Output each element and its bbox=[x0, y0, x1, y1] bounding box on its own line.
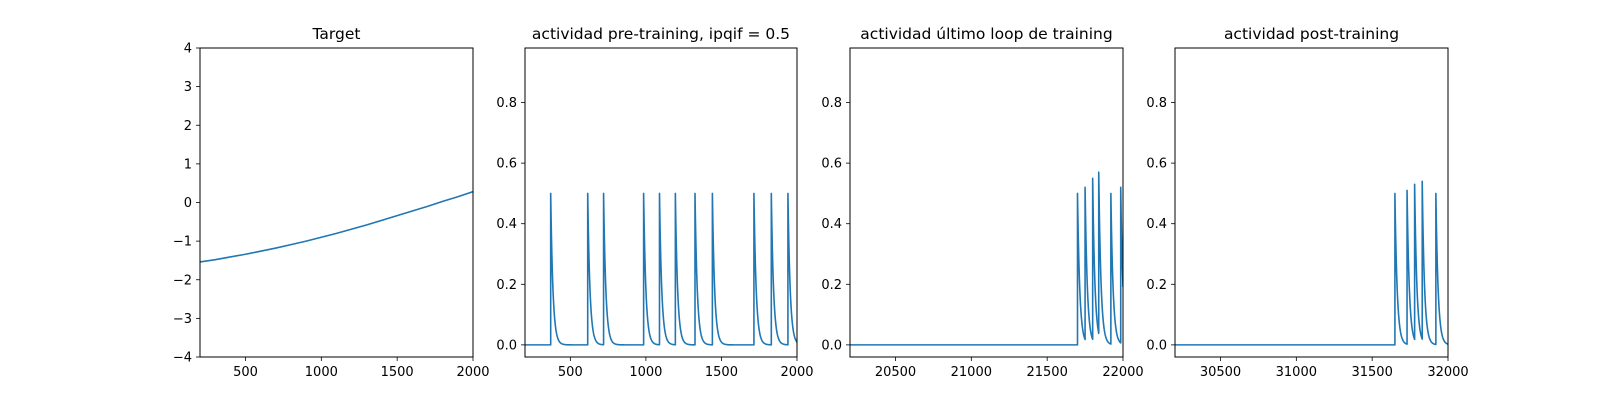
chart-title: actividad pre-training, ipqif = 0.5 bbox=[532, 25, 790, 43]
x-tick-label: 500 bbox=[233, 365, 258, 380]
x-tick-label: 1000 bbox=[629, 365, 662, 380]
y-tick-label: 4 bbox=[184, 42, 192, 57]
x-tick-label: 30500 bbox=[1200, 365, 1241, 380]
axes-frame-2 bbox=[524, 47, 798, 358]
x-tick-label: 1500 bbox=[705, 365, 738, 380]
x-tick-label: 500 bbox=[558, 365, 583, 380]
series-line-2 bbox=[525, 192, 797, 346]
subplot-1: 500 1000 1500 2000 −4 −3 −2 −1 0 1 2 3 4 Target bbox=[173, 25, 490, 380]
chart-title: Target bbox=[312, 25, 361, 43]
y-tick-label: −1 bbox=[173, 235, 192, 250]
chart-title: actividad último loop de training bbox=[860, 25, 1112, 43]
y-tick-label: 0.4 bbox=[496, 217, 517, 232]
x-tick-label: 20500 bbox=[875, 365, 916, 380]
y-tick-label: 0.0 bbox=[821, 338, 842, 353]
series-line-1 bbox=[200, 190, 473, 263]
x-tick-label: 32000 bbox=[1427, 365, 1468, 380]
y-tick-label: 0.2 bbox=[1146, 278, 1167, 293]
chart-title: actividad post-training bbox=[1224, 25, 1399, 43]
x-tick-label: 31000 bbox=[1276, 365, 1317, 380]
x-tick-label: 31500 bbox=[1351, 365, 1392, 380]
y-tick-label: 0.2 bbox=[821, 278, 842, 293]
y-tick-label: 0.8 bbox=[1146, 96, 1167, 111]
y-tick-label: −3 bbox=[173, 312, 192, 327]
y-tick-label: 0.0 bbox=[1146, 338, 1167, 353]
x-tick-label: 21500 bbox=[1026, 365, 1067, 380]
y-tick-label: 0.6 bbox=[496, 157, 517, 172]
y-tick-label: 1 bbox=[184, 157, 192, 172]
y-tick-label: −2 bbox=[173, 273, 192, 288]
y-tick-label: 0.2 bbox=[496, 278, 517, 293]
y-tick-label: 0.4 bbox=[821, 217, 842, 232]
y-tick-label: 3 bbox=[184, 80, 192, 95]
subplot-4: 30500 31000 31500 32000 0.0 0.2 0.4 0.6 0.8 activ… bbox=[1146, 25, 1468, 380]
y-tick-label: 0.0 bbox=[496, 338, 517, 353]
x-tick-label: 2000 bbox=[456, 365, 489, 380]
y-tick-label: −4 bbox=[173, 351, 192, 366]
subplot-3: 20500 21000 21500 22000 0.0 0.2 0.4 0.6 0.8 activ… bbox=[821, 25, 1143, 380]
axes-frame-3 bbox=[849, 47, 1124, 358]
y-tick-label: 0.4 bbox=[1146, 217, 1167, 232]
x-tick-label: 21000 bbox=[951, 365, 992, 380]
subplot-2: 500 1000 1500 2000 0.0 0.2 0.4 0.6 0.8 actividad … bbox=[496, 25, 813, 380]
y-tick-label: 0.8 bbox=[821, 96, 842, 111]
axes-frame-1 bbox=[199, 47, 474, 358]
y-tick-label: 0.6 bbox=[821, 157, 842, 172]
y-tick-label: 2 bbox=[184, 119, 192, 134]
y-tick-label: 0 bbox=[184, 196, 192, 211]
x-tick-label: 22000 bbox=[1102, 365, 1143, 380]
y-tick-label: 0.6 bbox=[1146, 157, 1167, 172]
axes-frame-4 bbox=[1174, 47, 1449, 358]
x-tick-label: 1000 bbox=[305, 365, 338, 380]
x-tick-label: 1500 bbox=[381, 365, 414, 380]
x-tick-label: 2000 bbox=[780, 365, 813, 380]
series-line-3 bbox=[850, 171, 1123, 346]
series-line-4 bbox=[1175, 180, 1448, 346]
y-tick-label: 0.8 bbox=[496, 96, 517, 111]
